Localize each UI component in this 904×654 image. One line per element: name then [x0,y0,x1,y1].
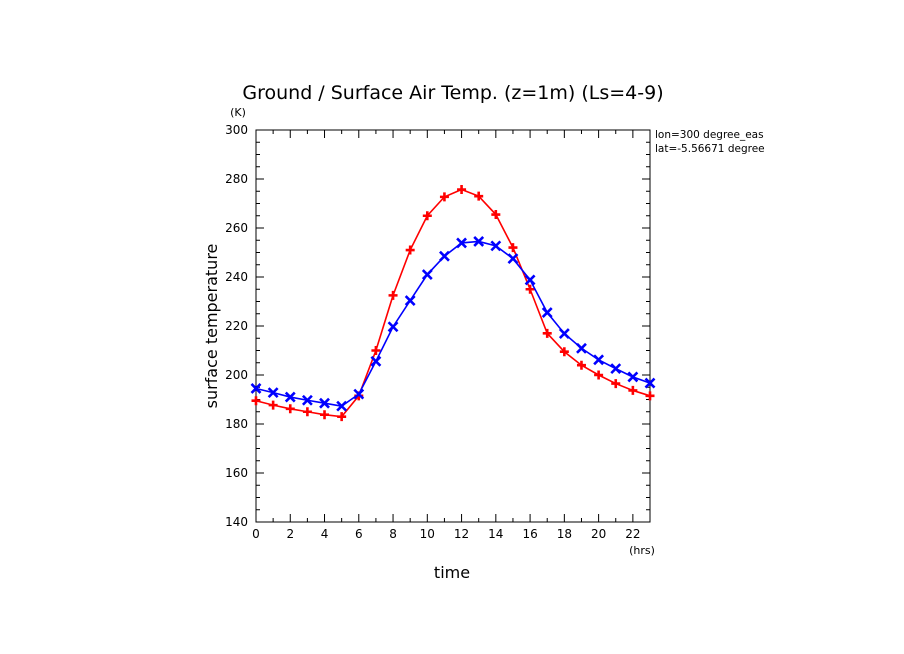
y-tick-label: 260 [225,221,248,235]
series-2-point [439,250,450,262]
series-2-point [267,387,279,399]
series-1-point [491,210,501,220]
series-2-point [456,237,467,249]
series-2-point [301,394,313,406]
series-2-point [593,354,605,366]
series-2-point [541,307,553,318]
x-tick-label: 18 [557,527,572,541]
y-tick-label: 200 [225,368,248,382]
series-1-point [542,328,552,338]
x-tick-label: 8 [389,527,397,541]
series-2-point [576,342,587,354]
series-1-point [405,245,415,255]
series-2-point [387,321,399,333]
series-2-point [421,269,433,280]
series-2-point [627,371,639,383]
series-1-point [628,385,638,395]
series-1-point [594,370,604,380]
series-1-point [268,400,278,410]
series-2-point [610,363,622,375]
series-2-point [284,391,296,403]
x-tick-label: 10 [420,527,435,541]
series-1-point [457,185,467,195]
series-2-point [507,253,519,265]
x-tick-label: 6 [355,527,363,541]
y-tick-label: 300 [225,123,248,137]
y-tick-label: 220 [225,319,248,333]
x-tick-label: 0 [252,527,260,541]
series-1-point [439,192,449,202]
series-1-point [559,347,569,357]
series-2-point [319,397,330,409]
y-axis-label: surface temperature [202,244,221,409]
series-1-point [320,410,330,420]
x-tick-label: 4 [321,527,329,541]
series-2-point [336,400,348,412]
y-tick-label: 160 [225,466,248,480]
series-1-point [645,391,655,401]
x-axis-label: time [434,563,470,582]
y-tick-label: 280 [225,172,248,186]
series-1-point [337,412,347,422]
series-1-point [422,211,432,221]
y-tick-label: 180 [225,417,248,431]
x-tick-label: 14 [488,527,503,541]
x-tick-label: 20 [591,527,606,541]
x-tick-label: 12 [454,527,469,541]
series-1-point [474,191,484,201]
x-unit-label: (hrs) [629,544,655,557]
series-1-point [371,346,381,355]
y-tick-label: 140 [225,515,248,529]
series-2-point [404,295,416,306]
series-1-point [611,379,621,389]
series-1-point [251,396,261,406]
y-unit-label: (K) [230,106,246,119]
plot-frame [255,129,651,523]
series-2-point [558,328,570,340]
plot-area: 0 2 4 6 8 10 12 14 16 18 20 22 140 160 180 200 220 240 260… [225,123,656,541]
y-tick-label: 240 [225,270,248,284]
chart-title: Ground / Surface Air Temp. (z=1m) (Ls=4-… [242,82,663,104]
series-1-point [508,243,518,253]
series-2-point [644,377,656,389]
series-1-point [285,404,295,414]
annotation-lon: lon=300 degree_eas [655,129,764,141]
series-1-point [576,360,586,370]
x-tick-label: 22 [625,527,640,541]
x-tick-label: 2 [286,527,294,541]
series-2-point [250,383,262,394]
series-2-point [353,388,365,400]
series-1-point [302,407,312,417]
series-1-point [388,290,398,300]
x-tick-label: 16 [522,527,537,541]
series-1-point [525,284,535,294]
series-2-point [490,240,502,252]
series-2-line [255,240,651,407]
series-2-point [370,355,382,367]
series-2-point [473,236,485,247]
series-1-line [255,188,651,418]
series-2-point [524,274,536,286]
annotation-lat: lat=-5.56671 degree [655,143,765,155]
